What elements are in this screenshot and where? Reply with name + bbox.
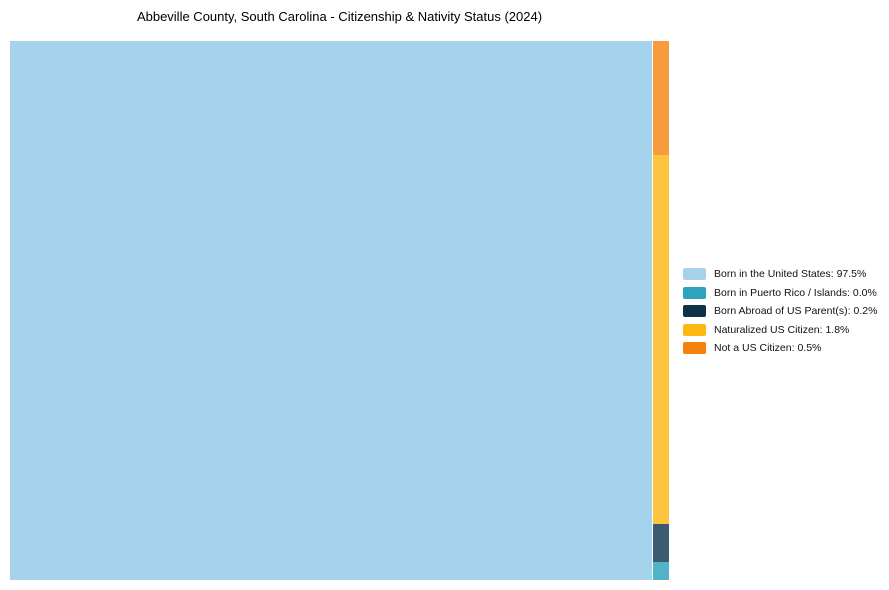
- legend-item-born-abroad-of-us-parents[interactable]: Born Abroad of US Parent(s): 0.2%: [683, 305, 877, 317]
- legend-swatch-icon: [683, 342, 706, 354]
- legend-label: Naturalized US Citizen: 1.8%: [714, 323, 850, 336]
- legend-label: Born Abroad of US Parent(s): 0.2%: [714, 305, 878, 317]
- treemap-tile-born-abroad-of-us-parents[interactable]: [653, 524, 669, 562]
- legend-label: Born in Puerto Rico / Islands: 0.0%: [714, 286, 877, 299]
- legend-swatch-icon: [683, 268, 706, 280]
- legend-label: Born in the United States: 97.5%: [714, 268, 867, 280]
- chart-legend: Born in the United States: 97.5% Born in…: [683, 268, 877, 361]
- treemap-tile-born-in-puerto-rico-islands[interactable]: [653, 562, 669, 580]
- treemap-tile-born-in-united-states[interactable]: [10, 41, 652, 580]
- treemap-tile-not-a-us-citizen[interactable]: [653, 41, 669, 155]
- legend-item-born-in-united-states[interactable]: Born in the United States: 97.5%: [683, 268, 877, 280]
- chart-title: Abbeville County, South Carolina - Citiz…: [136, 9, 543, 24]
- legend-item-born-in-puerto-rico-islands[interactable]: Born in Puerto Rico / Islands: 0.0%: [683, 286, 877, 299]
- legend-swatch-icon: [683, 286, 706, 299]
- legend-item-not-a-us-citizen[interactable]: Not a US Citizen: 0.5%: [683, 342, 877, 354]
- legend-item-naturalized-us-citizen[interactable]: Naturalized US Citizen: 1.8%: [683, 323, 877, 336]
- legend-swatch-icon: [683, 305, 706, 317]
- legend-swatch-icon: [683, 323, 706, 336]
- treemap-tile-naturalized-us-citizen[interactable]: [653, 155, 669, 524]
- legend-label: Not a US Citizen: 0.5%: [714, 342, 822, 354]
